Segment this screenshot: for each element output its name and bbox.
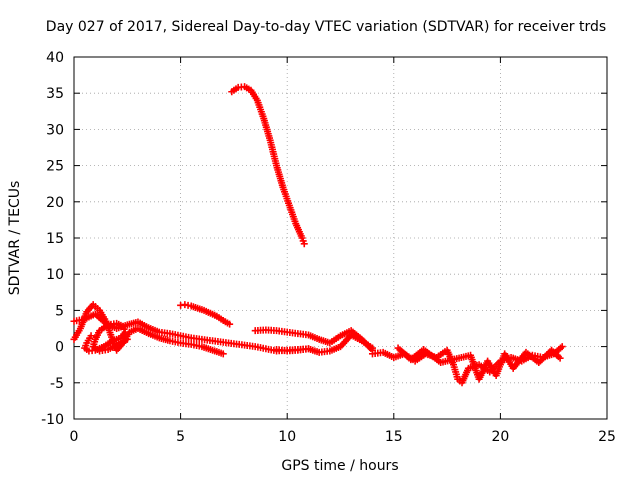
plot-frame [73, 56, 608, 420]
y-tick-label: 10 [46, 267, 64, 283]
y-tick-label: 15 [46, 231, 64, 247]
x-tick-label: 20 [491, 429, 509, 445]
y-tick-label: -10 [41, 412, 64, 428]
y-tick-label: 20 [46, 195, 64, 211]
data-points [70, 83, 566, 387]
y-tick-label: 5 [55, 303, 64, 319]
x-tick-label: 5 [176, 429, 185, 445]
x-tick-label: 0 [70, 429, 79, 445]
y-tick-label: 35 [46, 86, 64, 102]
axis-ticks: 0 5 10 15 20 25 -10 -5 0 5 10 15 20 25 30 35 40 [41, 50, 616, 445]
grid-lines [74, 57, 607, 419]
data-point [300, 240, 308, 248]
data-point [219, 350, 227, 358]
y-tick-label: -5 [50, 376, 64, 392]
y-tick-label: 0 [55, 340, 64, 356]
data-point [558, 343, 566, 351]
chart-title: Day 027 of 2017, Sidereal Day-to-day VTE… [46, 19, 606, 35]
x-tick-label: 25 [598, 429, 616, 445]
y-tick-label: 25 [46, 159, 64, 175]
x-tick-label: 10 [278, 429, 296, 445]
x-tick-label: 15 [385, 429, 403, 445]
x-axis-label: GPS time / hours [281, 458, 398, 474]
y-axis-label: SDTVAR / TECUs [7, 181, 23, 296]
y-tick-label: 30 [46, 122, 64, 138]
y-tick-label: 40 [46, 50, 64, 66]
data-point [226, 320, 234, 328]
data-point [123, 335, 131, 343]
data-point [556, 354, 564, 362]
